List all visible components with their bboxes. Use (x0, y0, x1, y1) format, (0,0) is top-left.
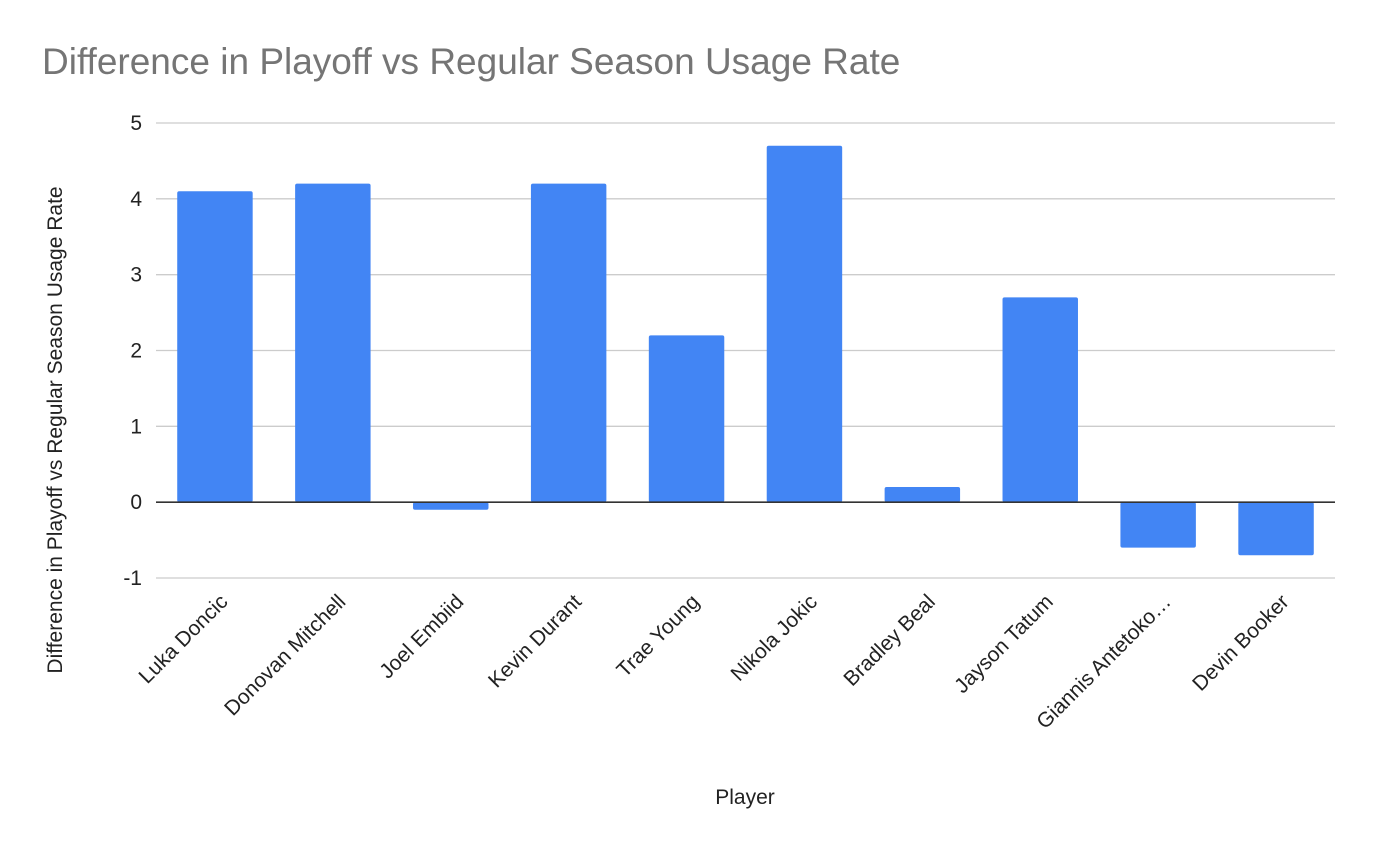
x-tick-label: Jayson Tatum (950, 590, 1058, 698)
bar (295, 183, 371, 503)
x-tick-label: Kevin Durant (484, 590, 586, 692)
y-tick-label: 2 (130, 340, 142, 363)
x-axis-title: Player (715, 786, 775, 809)
y-tick-label: 5 (130, 112, 142, 135)
bar (1238, 502, 1314, 556)
bar (648, 335, 725, 503)
y-tick-labels: -1 0 1 2 3 4 5 (123, 112, 142, 590)
y-axis-title: Difference in Playoff vs Regular Season … (44, 186, 67, 673)
x-tick-label: Trae Young (612, 590, 704, 682)
x-tick-label: Devin Booker (1188, 590, 1293, 695)
bar (884, 487, 961, 503)
y-tick-label: -1 (123, 567, 142, 590)
y-tick-label: 0 (130, 491, 142, 514)
bar (413, 502, 489, 510)
bar (1120, 502, 1196, 548)
y-tick-label: 3 (130, 264, 142, 287)
x-tick-label: Nikola Jokic (726, 590, 821, 685)
x-tick-label: Bradley Beal (839, 590, 939, 690)
bars (177, 145, 1314, 556)
bar (530, 183, 607, 503)
bar (177, 191, 253, 503)
y-tick-label: 4 (130, 188, 142, 211)
x-tick-label: Joel Embiid (375, 590, 468, 683)
x-tick-label: Luka Doncic (135, 590, 233, 688)
bar (1002, 297, 1078, 503)
x-tick-label: Giannis Antetoko… (1032, 590, 1175, 733)
x-tick-label: Donovan Mitchell (220, 590, 350, 720)
chart-title: Difference in Playoff vs Regular Season … (42, 41, 900, 82)
y-tick-label: 1 (130, 415, 142, 438)
bar (766, 145, 843, 503)
